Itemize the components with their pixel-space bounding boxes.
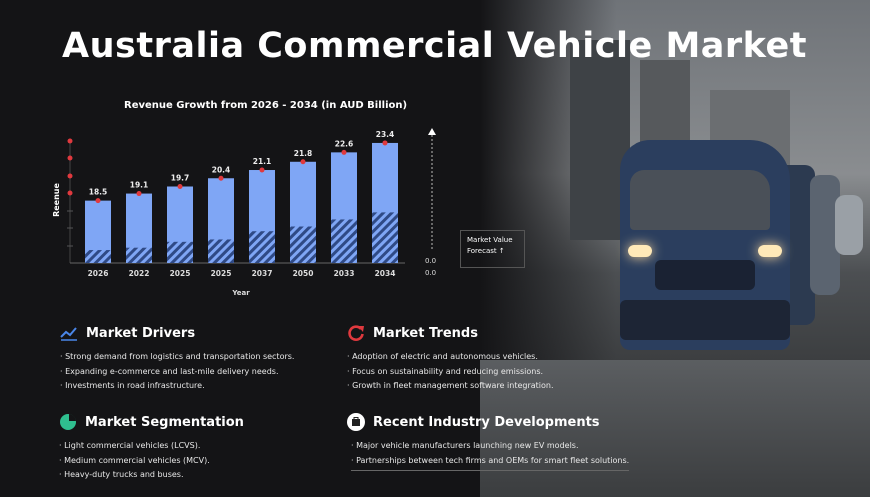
van-photo bbox=[480, 0, 870, 497]
x-tick-label: 2050 bbox=[293, 269, 314, 278]
right-axis-label: 0.0 bbox=[425, 269, 436, 277]
data-point bbox=[218, 175, 224, 181]
data-label: 19.7 bbox=[171, 173, 190, 182]
page-title: Australia Commercial Vehicle Market bbox=[62, 26, 807, 66]
chart-legend: Market Value Forecast ↑ bbox=[460, 230, 525, 268]
arrow-up-icon bbox=[428, 128, 436, 135]
x-tick-label: 2025 bbox=[170, 269, 191, 278]
data-point bbox=[136, 191, 142, 197]
data-point bbox=[95, 198, 101, 204]
axis-marker bbox=[67, 190, 73, 196]
legend-text: Market Value Forecast bbox=[467, 236, 513, 255]
chart-title: Revenue Growth from 2026 - 2034 (in AUD … bbox=[124, 100, 408, 111]
market-segmentation-section: Market Segmentation Light commercial veh… bbox=[59, 413, 244, 483]
list-item: Medium commercial vehicles (MCV). bbox=[59, 454, 244, 469]
section-title: Market Segmentation bbox=[85, 414, 244, 430]
market-drivers-section: Market Drivers Strong demand from logist… bbox=[60, 324, 294, 394]
axis-marker bbox=[67, 155, 73, 161]
data-label: 23.4 bbox=[376, 130, 395, 139]
list-item: Expanding e-commerce and last-mile deliv… bbox=[60, 365, 294, 380]
list-item: Investments in road infrastructure. bbox=[60, 379, 294, 394]
x-tick-label: 2022 bbox=[129, 269, 150, 278]
bar-hatched-segment bbox=[85, 250, 111, 263]
list-item: Heavy-duty trucks and buses. bbox=[59, 468, 244, 483]
list-item: Major vehicle manufacturers launching ne… bbox=[351, 439, 629, 454]
data-label: 19.1 bbox=[130, 181, 149, 190]
y-axis-label: Reenue bbox=[52, 183, 61, 217]
legend-arrow-icon: ↑ bbox=[498, 247, 505, 255]
pie-chart-icon bbox=[60, 414, 76, 430]
section-title: Market Drivers bbox=[86, 325, 196, 341]
market-trends-section: Market Trends Adoption of electric and a… bbox=[347, 324, 554, 394]
trend-line-icon bbox=[60, 327, 77, 341]
bar-hatched-segment bbox=[290, 226, 316, 263]
axis-marker bbox=[67, 173, 73, 179]
bar-chart: 18.5 2026 19.1 2022 19.7 2025 20.4 2025 21.1 2037… bbox=[52, 128, 436, 297]
data-label: 20.4 bbox=[212, 165, 231, 174]
axis-marker bbox=[67, 138, 73, 144]
list-item: Adoption of electric and autonomous vehi… bbox=[347, 350, 554, 365]
x-tick-label: 2037 bbox=[252, 269, 273, 278]
recent-developments-section: Recent Industry Developments Major vehic… bbox=[347, 413, 630, 471]
section-title: Recent Industry Developments bbox=[373, 414, 600, 430]
section-title: Market Trends bbox=[373, 325, 478, 341]
list-item: Light commercial vehicles (LCVS). bbox=[59, 439, 244, 454]
data-point bbox=[382, 140, 388, 146]
bar-hatched-segment bbox=[126, 247, 152, 263]
x-tick-label: 2033 bbox=[334, 269, 355, 278]
list-item: Partnerships between tech firms and OEMs… bbox=[351, 454, 630, 471]
right-axis-label: 0.0 bbox=[425, 257, 436, 265]
data-point bbox=[259, 167, 265, 173]
x-tick-label: 2026 bbox=[88, 269, 109, 278]
x-axis-label: Year bbox=[231, 289, 250, 297]
bar-hatched-segment bbox=[208, 239, 234, 263]
data-label: 18.5 bbox=[89, 188, 108, 197]
data-label: 21.1 bbox=[253, 157, 272, 166]
briefcase-icon bbox=[347, 413, 365, 431]
bar-hatched-segment bbox=[167, 241, 193, 263]
bar-hatched-segment bbox=[372, 212, 398, 263]
x-tick-label: 2025 bbox=[211, 269, 232, 278]
data-point bbox=[300, 159, 306, 165]
refresh-icon bbox=[348, 325, 364, 341]
data-label: 21.8 bbox=[294, 149, 313, 158]
list-item: Focus on sustainability and reducing emi… bbox=[347, 365, 554, 380]
x-tick-label: 2034 bbox=[375, 269, 396, 278]
bar-hatched-segment bbox=[331, 219, 357, 263]
data-point bbox=[177, 183, 183, 189]
list-item: Strong demand from logistics and transpo… bbox=[60, 350, 294, 365]
bar-hatched-segment bbox=[249, 231, 275, 263]
data-label: 22.6 bbox=[335, 139, 354, 148]
data-point bbox=[341, 149, 347, 155]
list-item: Growth in fleet management software inte… bbox=[347, 379, 553, 394]
